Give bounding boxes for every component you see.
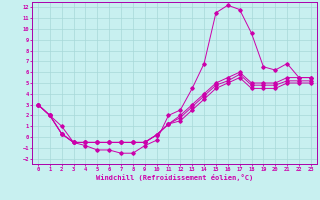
X-axis label: Windchill (Refroidissement éolien,°C): Windchill (Refroidissement éolien,°C) — [96, 174, 253, 181]
